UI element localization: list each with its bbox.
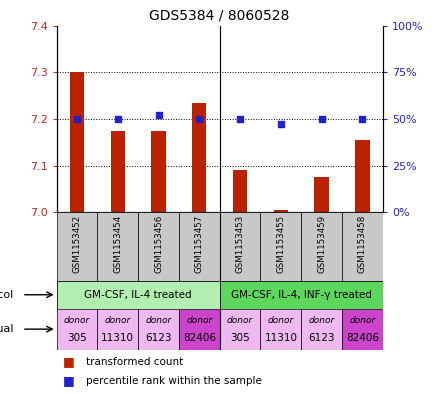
Text: ■: ■ <box>63 355 75 368</box>
Text: GSM1153455: GSM1153455 <box>276 215 285 273</box>
Text: GSM1153459: GSM1153459 <box>316 215 326 273</box>
Bar <box>219 281 382 309</box>
Bar <box>110 130 125 212</box>
Bar <box>97 309 138 350</box>
Bar <box>219 309 260 350</box>
Text: donor: donor <box>186 316 212 325</box>
Text: 305: 305 <box>67 333 87 343</box>
Text: donor: donor <box>308 316 334 325</box>
Point <box>236 116 243 122</box>
Text: ■: ■ <box>63 375 75 387</box>
Bar <box>341 309 382 350</box>
Point <box>277 121 284 128</box>
Text: GSM1153452: GSM1153452 <box>72 215 81 273</box>
Text: donor: donor <box>64 316 90 325</box>
Bar <box>56 309 97 350</box>
Bar <box>138 309 178 350</box>
Text: GSM1153458: GSM1153458 <box>357 215 366 273</box>
Text: donor: donor <box>104 316 131 325</box>
Text: percentile rank within the sample: percentile rank within the sample <box>86 376 261 386</box>
Bar <box>178 309 219 350</box>
Text: donor: donor <box>349 316 375 325</box>
Bar <box>273 210 287 212</box>
Text: 305: 305 <box>230 333 250 343</box>
Text: donor: donor <box>267 316 293 325</box>
Text: GSM1153454: GSM1153454 <box>113 215 122 273</box>
Point <box>317 116 324 122</box>
Bar <box>232 170 247 212</box>
Bar <box>192 103 206 212</box>
Point <box>114 116 121 122</box>
Point <box>358 116 365 122</box>
Bar <box>260 212 300 281</box>
Text: GSM1153457: GSM1153457 <box>194 215 203 273</box>
Bar <box>56 212 97 281</box>
Text: protocol: protocol <box>0 290 14 300</box>
Text: GM-CSF, IL-4 treated: GM-CSF, IL-4 treated <box>84 290 191 300</box>
Text: 82406: 82406 <box>182 333 215 343</box>
Bar <box>314 177 328 212</box>
Text: GSM1153456: GSM1153456 <box>154 215 163 273</box>
Bar <box>56 281 219 309</box>
Bar <box>300 309 341 350</box>
Point <box>73 116 80 122</box>
Text: GM-CSF, IL-4, INF-γ treated: GM-CSF, IL-4, INF-γ treated <box>230 290 371 300</box>
Text: transformed count: transformed count <box>86 357 183 367</box>
Bar <box>69 72 84 212</box>
Bar <box>355 140 369 212</box>
Text: GSM1153453: GSM1153453 <box>235 215 244 273</box>
Text: 11310: 11310 <box>264 333 297 343</box>
Bar <box>138 212 178 281</box>
Bar <box>178 212 219 281</box>
Bar <box>300 212 341 281</box>
Bar <box>341 212 382 281</box>
Text: donor: donor <box>145 316 171 325</box>
Title: GDS5384 / 8060528: GDS5384 / 8060528 <box>149 9 289 23</box>
Text: 11310: 11310 <box>101 333 134 343</box>
Text: individual: individual <box>0 324 14 334</box>
Text: 6123: 6123 <box>308 333 334 343</box>
Bar <box>260 309 300 350</box>
Bar <box>97 212 138 281</box>
Point <box>195 116 202 122</box>
Bar <box>219 212 260 281</box>
Text: 82406: 82406 <box>345 333 378 343</box>
Bar <box>151 130 165 212</box>
Text: 6123: 6123 <box>145 333 171 343</box>
Text: donor: donor <box>227 316 253 325</box>
Point <box>155 112 161 118</box>
